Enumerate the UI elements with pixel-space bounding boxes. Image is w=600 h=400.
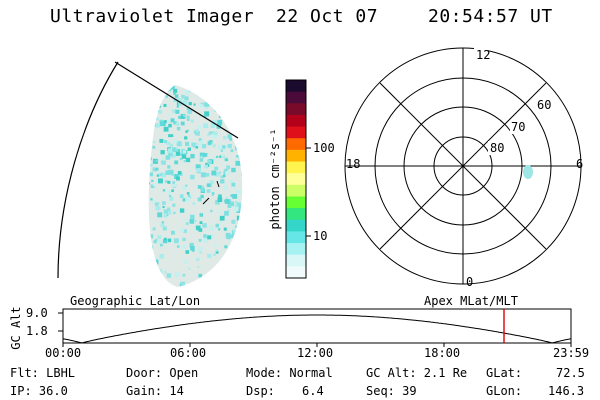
track-y-axis-label: GC Alt	[9, 306, 23, 350]
status-glon-value: 146.3	[548, 384, 585, 398]
time-tick-0600: 06:00	[170, 346, 207, 360]
alt-tick-9: 9.0	[26, 306, 48, 320]
altitude-track-panel	[58, 308, 572, 347]
colorbar-band	[286, 103, 306, 116]
status-gain: Gain: 14	[126, 384, 184, 398]
time-label: 20:54:57 UT	[428, 6, 553, 27]
status-dsp-label: Dsp:	[246, 384, 275, 398]
colorbar-band	[286, 114, 306, 128]
mlt-label-12: 12	[476, 48, 491, 62]
colorbar-band	[286, 196, 306, 209]
mlt-label-6: 6	[576, 157, 584, 171]
status-flt: Flt: LBHL	[10, 366, 76, 380]
colorbar-band	[286, 161, 306, 174]
colorbar-band	[286, 254, 306, 267]
colorbar-band	[286, 184, 306, 197]
colorbar-band	[286, 208, 306, 221]
status-dsp-value: 6.4	[302, 384, 324, 398]
alt-tick-1-8: 1.8	[26, 324, 48, 338]
date-label: 22 Oct 07	[276, 6, 379, 27]
colorbar-band	[286, 149, 306, 163]
terminator-line	[114, 61, 239, 139]
meridian-tick	[202, 197, 210, 205]
meridian-tick-2	[216, 180, 220, 188]
time-tick-0000: 00:00	[45, 346, 82, 360]
colorbar-band	[286, 80, 306, 93]
earth-limb-arc	[57, 61, 119, 279]
status-gc-alt: GC Alt: 2.1 Re	[366, 366, 468, 380]
colorbar-band	[286, 173, 306, 186]
time-tick-2359: 23:59	[553, 346, 590, 360]
geo-latlon-label: Geographic Lat/Lon	[70, 294, 201, 308]
status-glon-label: GLon:	[486, 384, 523, 398]
lat-label-70: 70	[511, 120, 526, 134]
altitude-curve	[62, 314, 572, 344]
colorbar-tick-10: 10	[313, 229, 328, 243]
status-glat-value: 72.5	[556, 366, 585, 380]
colorbar-band	[286, 266, 306, 279]
status-door: Door: Open	[126, 366, 199, 380]
polar-aurora-spot	[523, 165, 533, 179]
time-tick-1200: 12:00	[297, 346, 334, 360]
status-ip: IP: 36.0	[10, 384, 68, 398]
colorbar-tick-100: 100	[313, 141, 335, 155]
status-mode: Mode: Normal	[246, 366, 333, 380]
status-glat-label: GLat:	[486, 366, 523, 380]
colorbar-band	[286, 91, 306, 104]
lat-label-60: 60	[537, 98, 552, 112]
time-tick-1800: 18:00	[424, 346, 461, 360]
mlt-label-0: 0	[466, 275, 474, 289]
polar-plot	[344, 47, 582, 285]
status-seq: Seq: 39	[366, 384, 417, 398]
colorbar-band	[286, 126, 306, 139]
mlt-label-18: 18	[346, 157, 361, 171]
colorbar-band	[286, 219, 306, 232]
colorbar-unit-label: photon cm⁻²s⁻¹	[268, 128, 282, 230]
colorbar-band	[286, 243, 306, 256]
colorbar-band	[286, 231, 306, 244]
colorbar	[285, 79, 311, 279]
lat-label-80: 80	[490, 141, 505, 155]
apex-mlat-label: Apex MLat/MLT	[424, 294, 518, 308]
earth-image	[57, 61, 243, 287]
colorbar-band	[286, 138, 306, 151]
instrument-title: Ultraviolet Imager	[50, 6, 255, 27]
